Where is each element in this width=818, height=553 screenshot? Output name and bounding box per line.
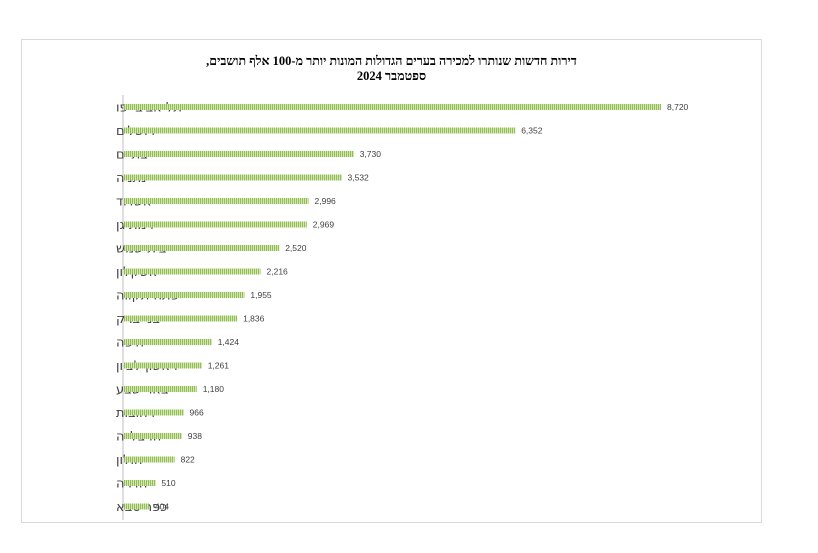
bar (124, 409, 184, 416)
bar (124, 104, 661, 110)
data-label: 2,216 (267, 267, 289, 277)
data-label: 966 (190, 408, 204, 418)
bar (124, 151, 354, 157)
data-label: 1,836 (243, 314, 265, 324)
data-label: 1,424 (218, 337, 240, 347)
bar (124, 198, 309, 204)
data-label: 822 (181, 455, 195, 465)
chart-frame: דירות חדשות שנותרו למכירה בערים הגדולות … (21, 39, 762, 523)
chart-title-line-1: דירות חדשות שנותרו למכירה בערים הגדולות … (206, 54, 577, 68)
bar (124, 503, 149, 510)
bars-group: תל אביב-יפו8,720ירושלים6,352בת ים3,730נת… (116, 101, 689, 516)
data-label: 2,969 (313, 220, 335, 230)
bar (124, 127, 516, 134)
bar (124, 292, 245, 298)
data-label: 2,520 (285, 243, 307, 253)
data-label: 2,996 (315, 196, 337, 206)
data-label: 8,720 (667, 102, 689, 112)
chart-title-line-2: ספטמבר 2024 (356, 69, 427, 83)
bar (124, 315, 238, 322)
data-label: 938 (188, 431, 202, 441)
data-label: 6,352 (521, 126, 543, 136)
data-label: 404 (155, 502, 169, 512)
bar (124, 386, 197, 392)
bar (124, 245, 280, 251)
bar (124, 456, 175, 463)
data-label: 3,532 (348, 173, 370, 183)
bar-chart: תל אביב-יפו8,720ירושלים6,352בת ים3,730נת… (116, 95, 689, 520)
data-label: 3,730 (360, 149, 382, 159)
data-label: 1,180 (203, 384, 225, 394)
bar (124, 268, 261, 275)
bar (124, 221, 307, 228)
bar (124, 480, 156, 486)
bar (124, 174, 342, 181)
bar (124, 433, 182, 439)
bar (124, 339, 212, 345)
chart-title: דירות חדשות שנותרו למכירה בערים הגדולות … (22, 54, 761, 84)
data-label: 1,261 (208, 361, 230, 371)
data-label: 510 (161, 478, 175, 488)
bar (124, 362, 202, 369)
data-label: 1,955 (250, 290, 272, 300)
